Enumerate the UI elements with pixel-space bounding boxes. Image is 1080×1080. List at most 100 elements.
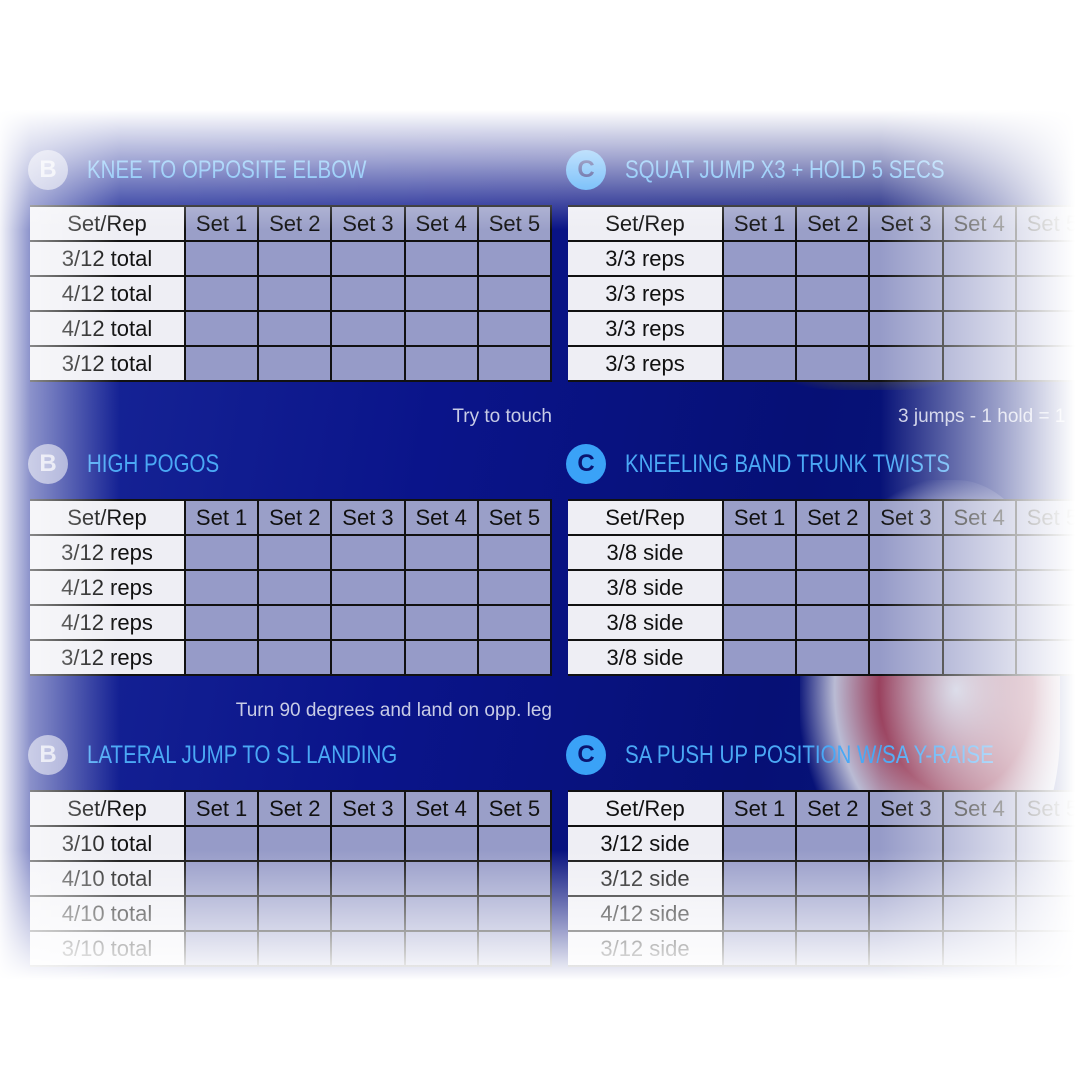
- set-entry-cell[interactable]: [257, 604, 333, 641]
- set-entry-cell[interactable]: [868, 604, 944, 641]
- set-entry-cell[interactable]: [257, 240, 333, 277]
- set-entry-cell[interactable]: [183, 345, 260, 382]
- set-entry-cell[interactable]: [1014, 639, 1080, 676]
- set-entry-cell[interactable]: [330, 860, 406, 897]
- set-entry-cell[interactable]: [721, 240, 798, 277]
- set-entry-cell[interactable]: [183, 604, 260, 641]
- set-entry-cell[interactable]: [795, 604, 871, 641]
- set-entry-cell[interactable]: [721, 569, 798, 606]
- set-entry-cell[interactable]: [1014, 825, 1080, 862]
- set-entry-cell[interactable]: [941, 895, 1017, 932]
- set-entry-cell[interactable]: [795, 310, 871, 347]
- set-entry-cell[interactable]: [476, 604, 553, 641]
- set-entry-cell[interactable]: [941, 240, 1017, 277]
- set-entry-cell[interactable]: [868, 275, 944, 312]
- set-entry-cell[interactable]: [476, 240, 553, 277]
- set-entry-cell[interactable]: [257, 825, 333, 862]
- set-entry-cell[interactable]: [941, 604, 1017, 641]
- set-entry-cell[interactable]: [1014, 604, 1080, 641]
- set-entry-cell[interactable]: [330, 534, 406, 571]
- set-entry-cell[interactable]: [1014, 240, 1080, 277]
- set-entry-cell[interactable]: [795, 240, 871, 277]
- set-entry-cell[interactable]: [476, 895, 553, 932]
- set-entry-cell[interactable]: [868, 534, 944, 571]
- set-entry-cell[interactable]: [721, 604, 798, 641]
- set-entry-cell[interactable]: [183, 895, 260, 932]
- set-entry-cell[interactable]: [330, 275, 406, 312]
- set-entry-cell[interactable]: [257, 310, 333, 347]
- set-entry-cell[interactable]: [721, 310, 798, 347]
- set-entry-cell[interactable]: [941, 569, 1017, 606]
- set-entry-cell[interactable]: [721, 345, 798, 382]
- set-entry-cell[interactable]: [721, 860, 798, 897]
- set-entry-cell[interactable]: [330, 639, 406, 676]
- set-entry-cell[interactable]: [183, 639, 260, 676]
- set-entry-cell[interactable]: [403, 310, 479, 347]
- set-entry-cell[interactable]: [476, 639, 553, 676]
- set-entry-cell[interactable]: [257, 930, 333, 967]
- set-entry-cell[interactable]: [403, 569, 479, 606]
- set-entry-cell[interactable]: [868, 825, 944, 862]
- set-entry-cell[interactable]: [868, 345, 944, 382]
- set-entry-cell[interactable]: [257, 895, 333, 932]
- set-entry-cell[interactable]: [183, 310, 260, 347]
- set-entry-cell[interactable]: [403, 860, 479, 897]
- set-entry-cell[interactable]: [795, 825, 871, 862]
- set-entry-cell[interactable]: [1014, 895, 1080, 932]
- set-entry-cell[interactable]: [476, 275, 553, 312]
- set-entry-cell[interactable]: [721, 639, 798, 676]
- set-entry-cell[interactable]: [330, 604, 406, 641]
- set-entry-cell[interactable]: [1014, 534, 1080, 571]
- set-entry-cell[interactable]: [476, 569, 553, 606]
- set-entry-cell[interactable]: [403, 345, 479, 382]
- set-entry-cell[interactable]: [476, 860, 553, 897]
- set-entry-cell[interactable]: [795, 860, 871, 897]
- set-entry-cell[interactable]: [403, 534, 479, 571]
- set-entry-cell[interactable]: [941, 930, 1017, 967]
- set-entry-cell[interactable]: [795, 639, 871, 676]
- set-entry-cell[interactable]: [403, 275, 479, 312]
- set-entry-cell[interactable]: [330, 310, 406, 347]
- set-entry-cell[interactable]: [330, 569, 406, 606]
- set-entry-cell[interactable]: [403, 639, 479, 676]
- set-entry-cell[interactable]: [868, 240, 944, 277]
- set-entry-cell[interactable]: [868, 895, 944, 932]
- set-entry-cell[interactable]: [795, 930, 871, 967]
- set-entry-cell[interactable]: [1014, 310, 1080, 347]
- set-entry-cell[interactable]: [476, 534, 553, 571]
- set-entry-cell[interactable]: [330, 345, 406, 382]
- set-entry-cell[interactable]: [941, 345, 1017, 382]
- set-entry-cell[interactable]: [795, 345, 871, 382]
- set-entry-cell[interactable]: [183, 930, 260, 967]
- set-entry-cell[interactable]: [183, 275, 260, 312]
- set-entry-cell[interactable]: [941, 639, 1017, 676]
- set-entry-cell[interactable]: [183, 825, 260, 862]
- set-entry-cell[interactable]: [868, 310, 944, 347]
- set-entry-cell[interactable]: [257, 639, 333, 676]
- set-entry-cell[interactable]: [721, 930, 798, 967]
- set-entry-cell[interactable]: [183, 860, 260, 897]
- set-entry-cell[interactable]: [795, 569, 871, 606]
- set-entry-cell[interactable]: [795, 895, 871, 932]
- set-entry-cell[interactable]: [403, 604, 479, 641]
- set-entry-cell[interactable]: [330, 825, 406, 862]
- set-entry-cell[interactable]: [476, 825, 553, 862]
- set-entry-cell[interactable]: [941, 310, 1017, 347]
- set-entry-cell[interactable]: [1014, 930, 1080, 967]
- set-entry-cell[interactable]: [941, 825, 1017, 862]
- set-entry-cell[interactable]: [330, 240, 406, 277]
- set-entry-cell[interactable]: [721, 534, 798, 571]
- set-entry-cell[interactable]: [721, 895, 798, 932]
- set-entry-cell[interactable]: [403, 825, 479, 862]
- set-entry-cell[interactable]: [403, 930, 479, 967]
- set-entry-cell[interactable]: [330, 930, 406, 967]
- set-entry-cell[interactable]: [403, 895, 479, 932]
- set-entry-cell[interactable]: [1014, 860, 1080, 897]
- set-entry-cell[interactable]: [183, 569, 260, 606]
- set-entry-cell[interactable]: [183, 534, 260, 571]
- set-entry-cell[interactable]: [721, 825, 798, 862]
- set-entry-cell[interactable]: [941, 534, 1017, 571]
- set-entry-cell[interactable]: [257, 345, 333, 382]
- set-entry-cell[interactable]: [1014, 345, 1080, 382]
- set-entry-cell[interactable]: [1014, 275, 1080, 312]
